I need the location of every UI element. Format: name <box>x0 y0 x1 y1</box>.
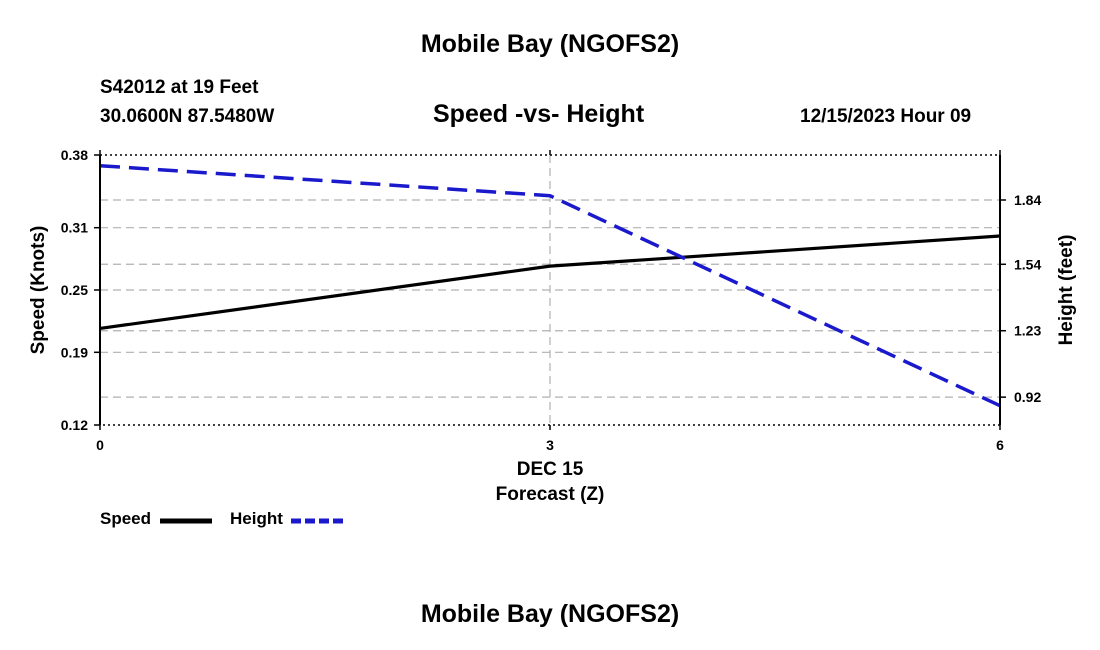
x-tick-label: 6 <box>996 437 1004 453</box>
legend-speed-label: Speed <box>100 509 152 528</box>
grid-layer <box>100 155 1000 425</box>
legend-height-label: Height <box>230 509 283 528</box>
y2-tick-label: 0.92 <box>1014 389 1041 405</box>
legend-speed-swatch <box>160 518 212 524</box>
y2-axis-label: Height (feet) <box>1056 235 1077 346</box>
y2-tick-label: 1.54 <box>1014 256 1041 272</box>
y-tick-label: 0.12 <box>61 417 88 433</box>
y-tick-label: 0.19 <box>61 344 88 360</box>
axis-layer: 0.12 0.19 0.25 0.31 0.38 0.92 1.23 1.54 1.84 0 3 6 <box>61 147 1042 453</box>
location-label: 30.0600N 87.5480W <box>100 106 275 127</box>
station-label: S42012 at 19 Feet <box>100 77 259 98</box>
y-tick-label: 0.25 <box>61 282 88 298</box>
x-tick-label: 0 <box>96 437 104 453</box>
y-tick-label: 0.38 <box>61 147 88 163</box>
x-axis-label: Forecast (Z) <box>495 484 605 505</box>
y2-tick-label: 1.84 <box>1014 192 1041 208</box>
footer-title: Mobile Bay (NGOFS2) <box>420 600 680 628</box>
legend-height-swatch <box>291 518 343 524</box>
chart-title: Mobile Bay (NGOFS2) <box>420 30 680 58</box>
chart-subtitle: Speed -vs- Height <box>433 100 645 128</box>
x-date-label: DEC 15 <box>516 459 584 480</box>
y-tick-label: 0.31 <box>61 220 88 236</box>
forecast-time-label: 12/15/2023 Hour 09 <box>800 106 972 127</box>
y-axis-label: Speed (Knots) <box>28 226 49 355</box>
y2-tick-label: 1.23 <box>1014 323 1041 339</box>
x-tick-label: 3 <box>546 437 554 453</box>
